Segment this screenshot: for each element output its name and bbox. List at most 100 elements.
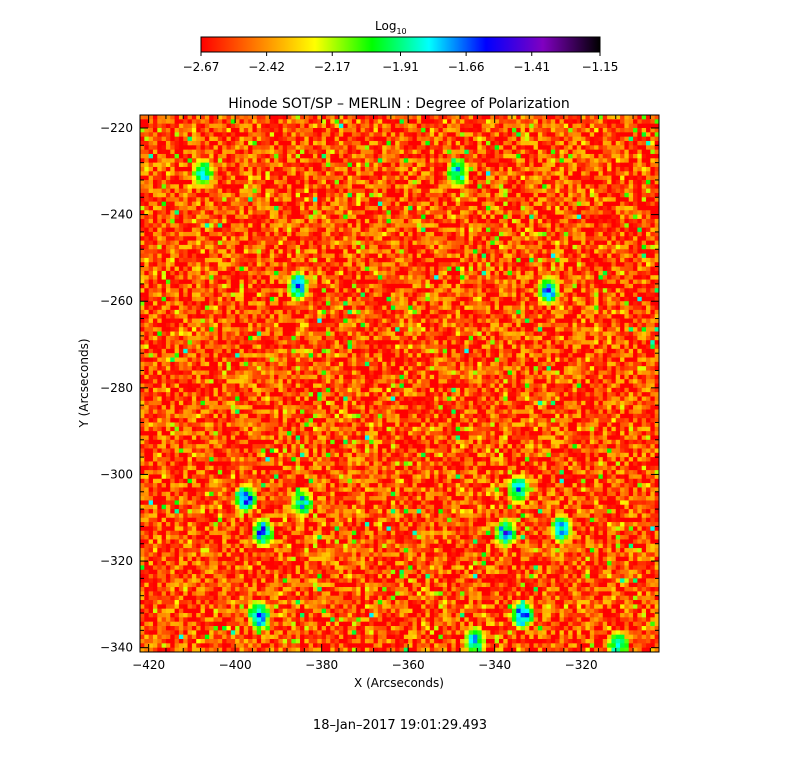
heatmap-cell: [252, 171, 258, 177]
heatmap-cell: [576, 214, 582, 220]
heatmap-cell: [641, 171, 647, 177]
heatmap-cell: [330, 257, 336, 263]
heatmap-cell: [256, 136, 262, 142]
heatmap-cell: [386, 210, 392, 216]
heatmap-cell: [252, 270, 258, 276]
heatmap-cell: [524, 244, 530, 250]
heatmap-cell: [550, 188, 556, 194]
heatmap-cell: [347, 140, 353, 146]
heatmap-cell: [537, 210, 543, 216]
heatmap-cell: [563, 257, 569, 263]
heatmap-cell: [442, 227, 448, 233]
heatmap-cell: [620, 179, 625, 185]
heatmap-cell: [183, 257, 188, 263]
heatmap-cell: [256, 197, 262, 203]
heatmap-cell: [395, 283, 400, 289]
heatmap-cell: [529, 201, 534, 207]
heatmap-cell: [473, 244, 478, 250]
heatmap-cell: [308, 145, 314, 151]
heatmap-cell: [213, 288, 219, 293]
heatmap-cell: [317, 223, 323, 228]
heatmap-cell: [524, 140, 530, 146]
heatmap-cell: [486, 231, 491, 237]
heatmap-cell: [235, 158, 240, 164]
heatmap-cell: [395, 262, 400, 267]
heatmap-cell: [563, 162, 569, 168]
heatmap-cell: [507, 236, 513, 241]
heatmap-cell: [243, 192, 249, 198]
heatmap-cell: [161, 214, 167, 220]
heatmap-cell: [460, 279, 465, 285]
heatmap-cell: [261, 240, 266, 246]
heatmap-cell: [594, 153, 599, 159]
heatmap-cell: [520, 236, 526, 241]
heatmap-cell: [403, 262, 409, 267]
heatmap-cell: [269, 123, 275, 129]
heatmap-cell: [282, 283, 288, 289]
heatmap-cell: [395, 136, 400, 142]
heatmap-cell: [274, 119, 279, 125]
heatmap-cell: [377, 123, 383, 129]
heatmap-cell: [555, 115, 560, 120]
heatmap-cell: [287, 175, 292, 181]
heatmap-cell: [537, 262, 543, 267]
heatmap-cell: [364, 166, 370, 172]
heatmap-cell: [481, 153, 487, 159]
heatmap-cell: [321, 201, 327, 207]
heatmap-cell: [295, 127, 301, 133]
heatmap-cell: [304, 292, 310, 298]
heatmap-cell: [183, 236, 188, 241]
heatmap-cell: [269, 136, 275, 142]
heatmap-cell: [187, 145, 193, 151]
heatmap-cell: [438, 231, 444, 237]
heatmap-cell: [481, 227, 487, 233]
heatmap-cell: [295, 218, 301, 224]
heatmap-cell: [274, 149, 279, 155]
heatmap-cell: [594, 236, 599, 241]
heatmap-cell: [434, 210, 439, 216]
heatmap-cell: [226, 218, 232, 224]
heatmap-cell: [408, 188, 413, 194]
heatmap-cell: [165, 205, 171, 211]
heatmap-cell: [330, 171, 336, 177]
heatmap-cell: [140, 175, 145, 181]
heatmap-cell: [377, 279, 383, 285]
heatmap-cell: [278, 240, 284, 246]
heatmap-cell: [646, 244, 651, 250]
heatmap-cell: [559, 270, 565, 276]
heatmap-cell: [460, 257, 465, 263]
heatmap-cell: [144, 153, 150, 159]
heatmap-cell: [421, 188, 426, 194]
heatmap-cell: [611, 115, 617, 120]
heatmap-cell: [390, 153, 396, 159]
heatmap-cell: [347, 158, 353, 164]
heatmap-cell: [537, 188, 543, 194]
heatmap-cell: [611, 275, 617, 280]
heatmap-cell: [546, 231, 552, 237]
heatmap-cell: [148, 244, 154, 250]
heatmap-cell: [300, 184, 305, 190]
heatmap-cell: [377, 227, 383, 233]
heatmap-cell: [191, 158, 197, 164]
heatmap-cell: [269, 253, 275, 259]
heatmap-cell: [620, 210, 625, 216]
heatmap-cell: [581, 218, 586, 224]
heatmap-cell: [537, 244, 543, 250]
heatmap-cell: [213, 123, 219, 129]
heatmap-cell: [533, 175, 539, 181]
heatmap-cell: [460, 158, 465, 164]
heatmap-cell: [598, 188, 604, 194]
heatmap-cell: [602, 236, 608, 241]
heatmap-cell: [308, 188, 314, 194]
heatmap-cell: [563, 270, 569, 276]
heatmap-cell: [611, 158, 617, 164]
heatmap-cell: [148, 132, 154, 138]
heatmap-cell: [451, 275, 457, 280]
heatmap-cell: [252, 223, 258, 228]
heatmap-cell: [287, 270, 292, 276]
heatmap-cell: [395, 205, 400, 211]
heatmap-cell: [395, 236, 400, 241]
heatmap-cell: [537, 253, 543, 259]
heatmap-cell: [611, 218, 617, 224]
heatmap-cell: [256, 171, 262, 177]
